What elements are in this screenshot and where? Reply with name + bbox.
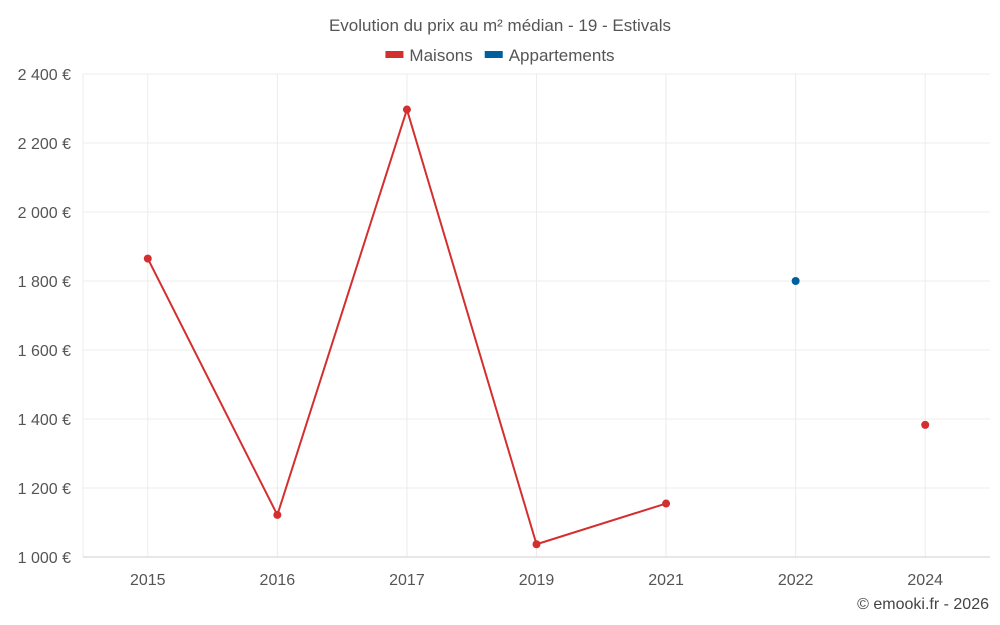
data-point[interactable]	[921, 420, 930, 429]
legend: Maisons Appartements	[385, 46, 615, 65]
legend-swatch	[484, 51, 503, 58]
x-tick-label: 2015	[130, 572, 166, 589]
x-tick-label: 2024	[907, 572, 943, 589]
x-tick-label: 2022	[778, 572, 814, 589]
x-tick-label: 2016	[260, 572, 296, 589]
chart-title: Evolution du prix au m² médian - 19 - Es…	[329, 16, 671, 35]
x-tick-label: 2021	[648, 572, 684, 589]
y-tick-label: 1 400 €	[18, 412, 71, 429]
legend-label: Maisons	[409, 46, 472, 65]
data-point[interactable]	[532, 540, 541, 549]
y-tick-label: 1 800 €	[18, 274, 71, 291]
grid-layer	[82, 73, 990, 558]
y-tick-label: 1 200 €	[18, 481, 71, 498]
x-tick-label: 2017	[389, 572, 425, 589]
x-axis-ticks: 2015 2016 2017 2019 2021 2022 2024	[130, 572, 943, 589]
data-point[interactable]	[791, 277, 800, 285]
y-tick-label: 2 400 €	[18, 67, 71, 84]
y-axis-ticks: 1 000 € 1 200 € 1 400 € 1 600 € 1 800 € 2 000…	[18, 67, 71, 567]
legend-label: Appartements	[509, 46, 615, 65]
series-layer	[143, 105, 930, 549]
y-tick-label: 1 600 €	[18, 343, 71, 360]
data-point[interactable]	[662, 499, 671, 508]
credit-text: © emooki.fr - 2026	[857, 596, 989, 613]
legend-item-maisons[interactable]: Maisons	[385, 46, 473, 65]
y-tick-label: 2 200 €	[18, 136, 71, 153]
data-point[interactable]	[273, 510, 282, 519]
legend-item-appartements[interactable]: Appartements	[484, 46, 615, 65]
series-appartements	[791, 277, 800, 285]
data-point[interactable]	[402, 105, 411, 114]
data-point[interactable]	[143, 254, 152, 263]
y-tick-label: 2 000 €	[18, 205, 71, 222]
x-tick-label: 2019	[519, 572, 555, 589]
series-maisons	[143, 105, 930, 549]
legend-swatch	[385, 51, 404, 58]
y-tick-label: 1 000 €	[18, 550, 71, 567]
